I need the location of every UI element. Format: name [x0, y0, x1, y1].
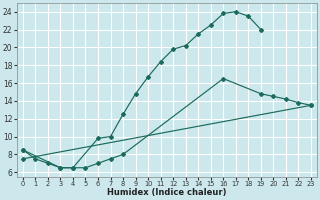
X-axis label: Humidex (Indice chaleur): Humidex (Indice chaleur): [107, 188, 227, 197]
